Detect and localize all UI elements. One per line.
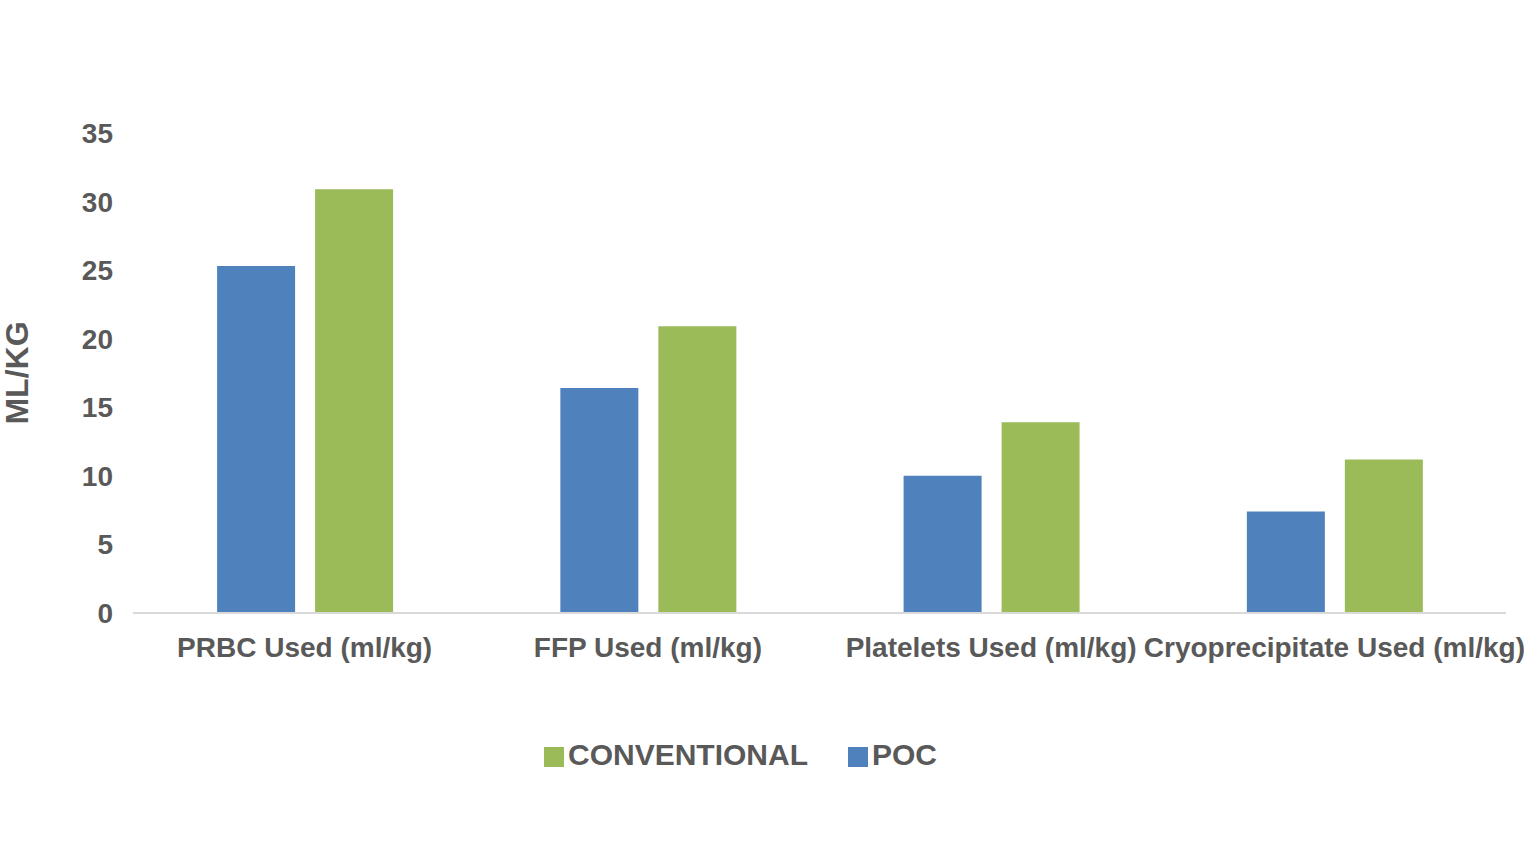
svg-text:PRBC Used (ml/kg): PRBC Used (ml/kg) — [177, 632, 432, 663]
svg-text:Cryoprecipitate Used (ml/kg): Cryoprecipitate Used (ml/kg) — [1144, 632, 1524, 663]
svg-text:0: 0 — [97, 598, 113, 629]
svg-text:35: 35 — [82, 118, 113, 149]
svg-text:20: 20 — [82, 324, 113, 355]
html-text:CONVENTIONAL: CONVENTIONAL — [568, 738, 808, 771]
html-text:POC: POC — [872, 738, 937, 771]
svg-text:5: 5 — [97, 529, 113, 560]
svg-text:10: 10 — [82, 461, 113, 492]
svg-text:FFP Used (ml/kg): FFP Used (ml/kg) — [534, 632, 762, 663]
svg-text:Platelets Used (ml/kg): Platelets Used (ml/kg) — [846, 632, 1137, 663]
svg-text:25: 25 — [82, 255, 113, 286]
svg-text:30: 30 — [82, 187, 113, 218]
svg-text:15: 15 — [82, 392, 113, 423]
svg-text:ML/KG: ML/KG — [0, 321, 35, 424]
